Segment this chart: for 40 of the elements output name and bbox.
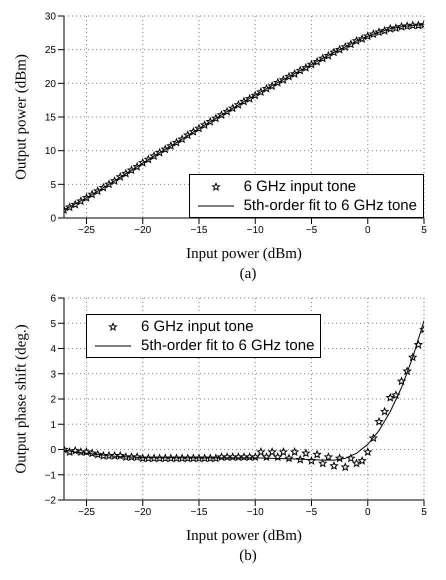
y-tick-label: 2 <box>50 394 56 406</box>
x-tick-label: 0 <box>364 507 371 518</box>
legend-label: 5th-order fit to 6 GHz tone <box>141 336 314 355</box>
text: (b) <box>238 548 258 565</box>
x-tick-label: −25 <box>78 225 96 236</box>
y-tick-label: 6 <box>50 294 56 305</box>
y-tick-label: 10 <box>44 146 56 158</box>
x-tick-label: 5 <box>421 507 428 518</box>
legend-label: 5th-order fit to 6 GHz tone <box>244 196 417 215</box>
x-tick-label: −15 <box>190 225 208 236</box>
y-tick-label: 5 <box>50 180 56 191</box>
x-tick-label: −20 <box>134 225 152 236</box>
x-axis-title: Input power (dBm) <box>186 528 302 544</box>
x-tick-label: 0 <box>364 225 371 236</box>
y-tick-label: 25 <box>44 45 56 56</box>
legend-label: 6 GHz input tone <box>141 317 254 336</box>
x-tick-label: −10 <box>246 225 264 236</box>
x-tick-label: −25 <box>78 507 96 518</box>
y-axis-title: Output phase shift (deg.) <box>13 324 30 474</box>
y-tick-label: 20 <box>44 78 56 90</box>
x-tick-label: −5 <box>306 507 318 518</box>
x-tick-label: −20 <box>134 507 152 518</box>
x-tick-label: −5 <box>306 225 318 236</box>
y-tick-label: 15 <box>44 112 56 124</box>
y-tick-label: 3 <box>50 369 56 380</box>
x-tick-label: −10 <box>246 507 264 518</box>
y-tick-label: 30 <box>44 12 56 23</box>
text: (a) <box>238 266 258 283</box>
y-tick-label: 0 <box>50 214 56 225</box>
legend-label: 6 GHz input tone <box>244 177 356 196</box>
y-axis-title: Output power (dBm) <box>13 54 30 180</box>
y-tick-label: 5 <box>50 318 56 330</box>
y-tick-label: 4 <box>50 344 56 356</box>
x-tick-label: −15 <box>190 507 208 518</box>
x-tick-label: 5 <box>421 225 428 236</box>
y-tick-label: −2 <box>44 496 56 507</box>
x-axis-title: Input power (dBm) <box>186 246 302 262</box>
y-tick-label: 1 <box>50 420 56 431</box>
y-tick-label: −1 <box>44 470 56 482</box>
y-tick-label: 0 <box>50 445 56 456</box>
